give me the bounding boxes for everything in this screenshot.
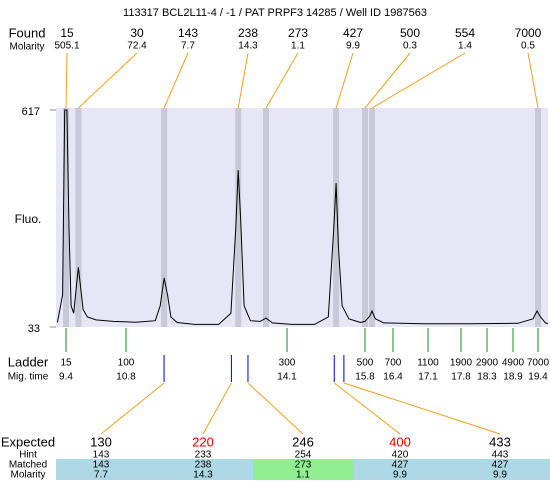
trace xyxy=(56,109,549,325)
ladder-mig-time: 16.4 xyxy=(383,372,403,383)
found-size: 273 xyxy=(288,26,308,40)
matched: 427 xyxy=(492,460,509,471)
found-connector xyxy=(265,52,299,109)
found-size: 427 xyxy=(343,26,363,40)
peak-band xyxy=(161,108,168,327)
found-connector xyxy=(527,52,539,109)
hint: 420 xyxy=(392,450,409,461)
peak-band xyxy=(263,108,270,327)
expected-size: 400 xyxy=(389,434,411,449)
expected-connector xyxy=(202,382,232,435)
expected-size: 130 xyxy=(90,434,112,449)
ladder-mig-time: 19.4 xyxy=(528,372,548,383)
ladder-mig-time: 17.8 xyxy=(451,372,471,383)
found-molarity: 7.7 xyxy=(181,41,195,52)
found-size: 15 xyxy=(60,26,74,40)
expected-size: 246 xyxy=(292,434,314,449)
ladder-size: 700 xyxy=(385,358,402,369)
found-connector xyxy=(364,52,411,109)
found-label: Found xyxy=(9,25,46,40)
ladder-size: 300 xyxy=(279,358,296,369)
peak-band xyxy=(75,108,82,327)
found-molarity: 505.1 xyxy=(54,41,79,52)
matched-molarity: 14.3 xyxy=(193,470,213,480)
found-connector xyxy=(65,52,68,109)
peak-band xyxy=(235,108,242,327)
y-tick-label: 617 xyxy=(22,106,40,118)
ladder-size: 500 xyxy=(357,358,374,369)
expected-size: 433 xyxy=(489,434,511,449)
found-size: 500 xyxy=(400,26,420,40)
found-molarity: 9.9 xyxy=(346,41,360,52)
matched: 273 xyxy=(295,460,312,471)
ladder-size: 4900 xyxy=(502,358,525,369)
ladder-size: 1900 xyxy=(450,358,473,369)
ladder-mig-time: 18.9 xyxy=(503,372,523,383)
ladder-size: 2900 xyxy=(476,358,499,369)
plot-area xyxy=(56,108,548,327)
matched: 143 xyxy=(93,460,110,471)
expected-connector xyxy=(100,382,165,435)
ladder-mig-time: 15.8 xyxy=(355,372,375,383)
ladder-mig-time: 14.1 xyxy=(277,372,297,383)
peak-band xyxy=(362,108,368,327)
hint: 443 xyxy=(492,450,509,461)
ladder-size: 100 xyxy=(118,358,135,369)
hint: 233 xyxy=(195,450,212,461)
matched-molarity: 7.7 xyxy=(94,470,108,480)
expected-size: 220 xyxy=(192,434,214,449)
hint: 143 xyxy=(93,450,110,461)
found-molarity: 1.4 xyxy=(458,41,472,52)
hint-label: Hint xyxy=(19,450,37,461)
molarity-label: Molarity xyxy=(10,470,45,480)
expected-label: Expected xyxy=(1,434,55,449)
found-molarity: 1.1 xyxy=(291,41,305,52)
ladder-size: 7000 xyxy=(527,358,550,369)
matched-molarity: 9.9 xyxy=(493,470,507,480)
found-connector xyxy=(371,52,466,109)
found-molarity: 14.3 xyxy=(238,41,258,52)
y-tick-label: 33 xyxy=(28,323,40,335)
found-connector xyxy=(163,52,189,109)
y-axis-label: Fluo. xyxy=(15,212,42,226)
found-size: 30 xyxy=(130,26,144,40)
matched-molarity: 9.9 xyxy=(393,470,407,480)
found-connector xyxy=(237,52,249,109)
matched-molarity: 1.1 xyxy=(296,470,310,480)
mig-time-label: Mig. time xyxy=(8,372,49,383)
ladder-size: 15 xyxy=(60,358,72,369)
peak-band xyxy=(369,108,375,327)
matched-highlight xyxy=(253,459,353,480)
hint: 254 xyxy=(295,450,312,461)
peak-band xyxy=(63,108,69,327)
ladder-mig-time: 18.3 xyxy=(477,372,497,383)
expected-connector xyxy=(333,382,401,435)
ladder-size: 1100 xyxy=(417,358,439,369)
expected-connector xyxy=(343,382,501,435)
found-size: 238 xyxy=(238,26,258,40)
ladder-mig-time: 10.8 xyxy=(116,372,136,383)
found-molarity: 0.5 xyxy=(521,41,535,52)
found-size: 7000 xyxy=(515,26,542,40)
peak-band xyxy=(333,108,340,327)
matched-label: Matched xyxy=(9,460,47,471)
ladder-label: Ladder xyxy=(8,354,49,369)
ladder-mig-time: 17.1 xyxy=(418,372,438,383)
found-molarity-label: Molarity xyxy=(9,42,44,53)
title: 113317 BCL2L11-4 / -1 / PAT PRPF3 14285 … xyxy=(123,7,427,19)
found-molarity: 72.4 xyxy=(127,41,147,52)
found-size: 143 xyxy=(178,26,198,40)
found-connector xyxy=(78,52,138,109)
matched: 427 xyxy=(392,460,409,471)
found-connector xyxy=(335,52,354,109)
ladder-mig-time: 9.4 xyxy=(59,372,73,383)
matched: 238 xyxy=(195,460,212,471)
expected-connector xyxy=(247,382,304,435)
peak-band xyxy=(535,108,541,327)
found-size: 554 xyxy=(455,26,475,40)
found-molarity: 0.3 xyxy=(403,41,417,52)
